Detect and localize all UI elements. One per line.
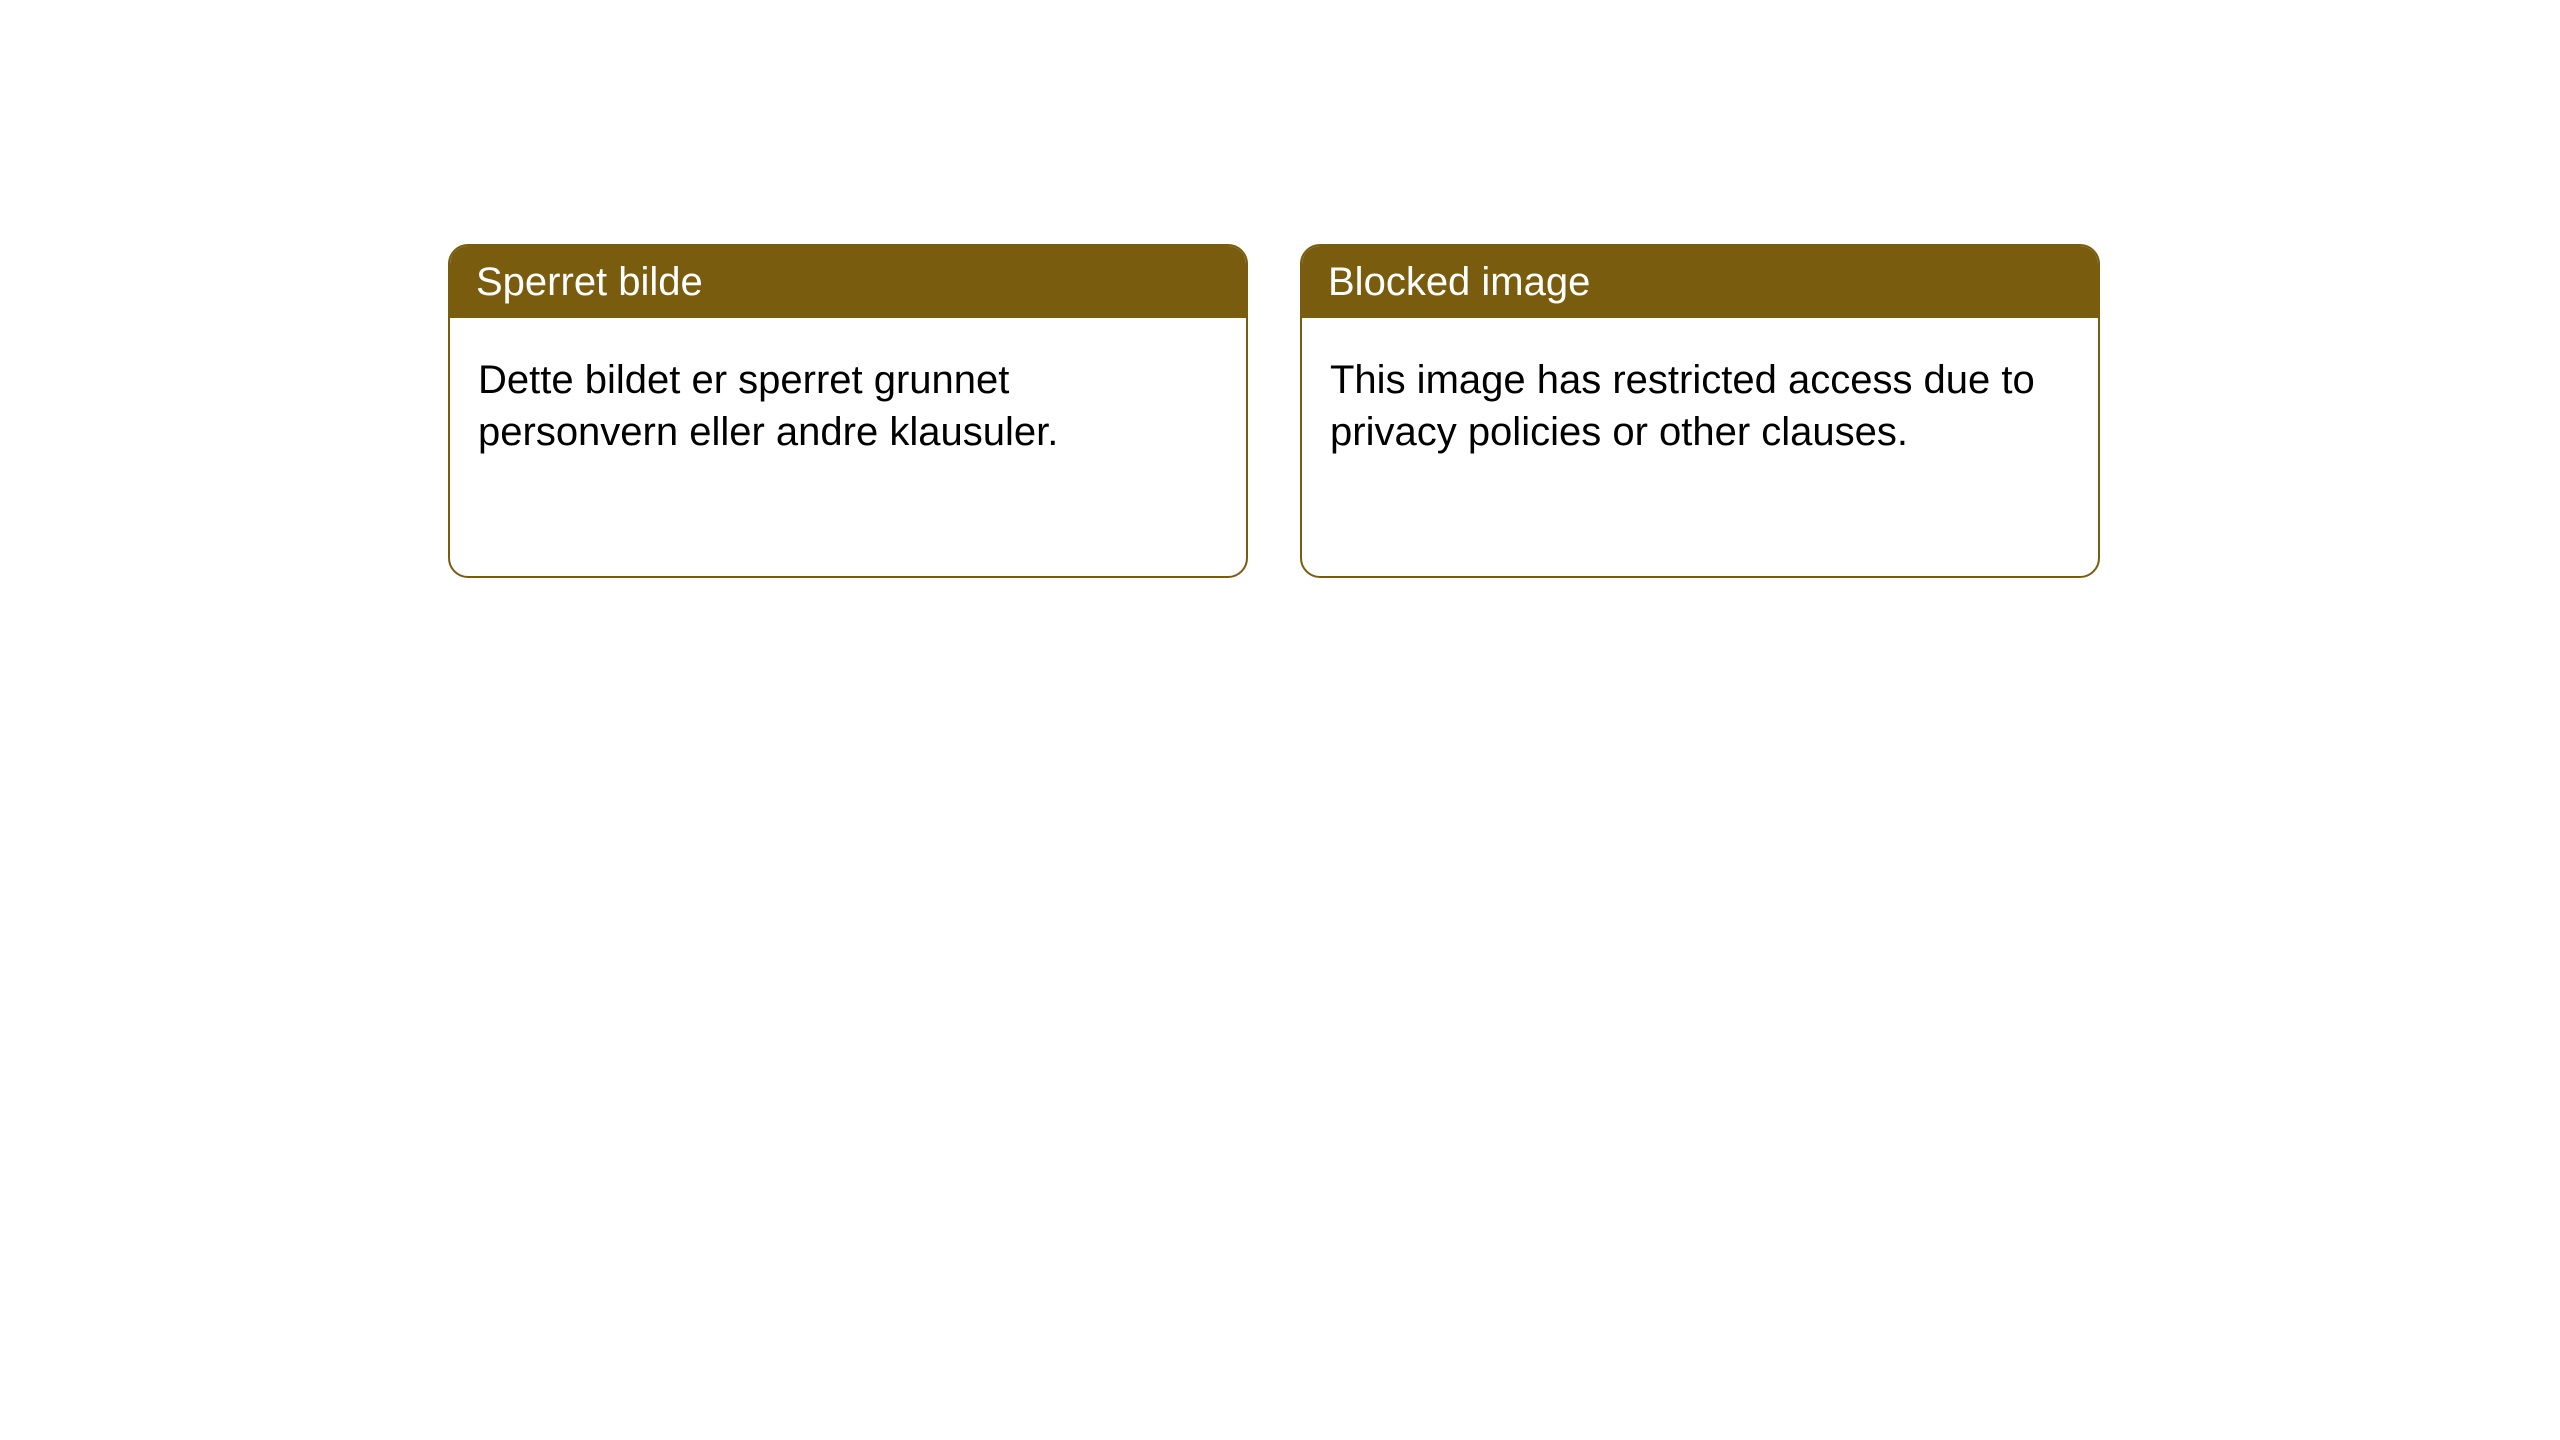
card-body-text: This image has restricted access due to … <box>1330 358 2035 454</box>
notice-cards-container: Sperret bilde Dette bildet er sperret gr… <box>0 0 2560 578</box>
card-body: Dette bildet er sperret grunnet personve… <box>450 318 1246 486</box>
notice-card-norwegian: Sperret bilde Dette bildet er sperret gr… <box>448 244 1248 578</box>
card-title: Sperret bilde <box>476 260 703 304</box>
card-header: Blocked image <box>1302 246 2098 318</box>
card-header: Sperret bilde <box>450 246 1246 318</box>
card-title: Blocked image <box>1328 260 1590 304</box>
card-body: This image has restricted access due to … <box>1302 318 2098 486</box>
card-body-text: Dette bildet er sperret grunnet personve… <box>478 358 1058 454</box>
notice-card-english: Blocked image This image has restricted … <box>1300 244 2100 578</box>
